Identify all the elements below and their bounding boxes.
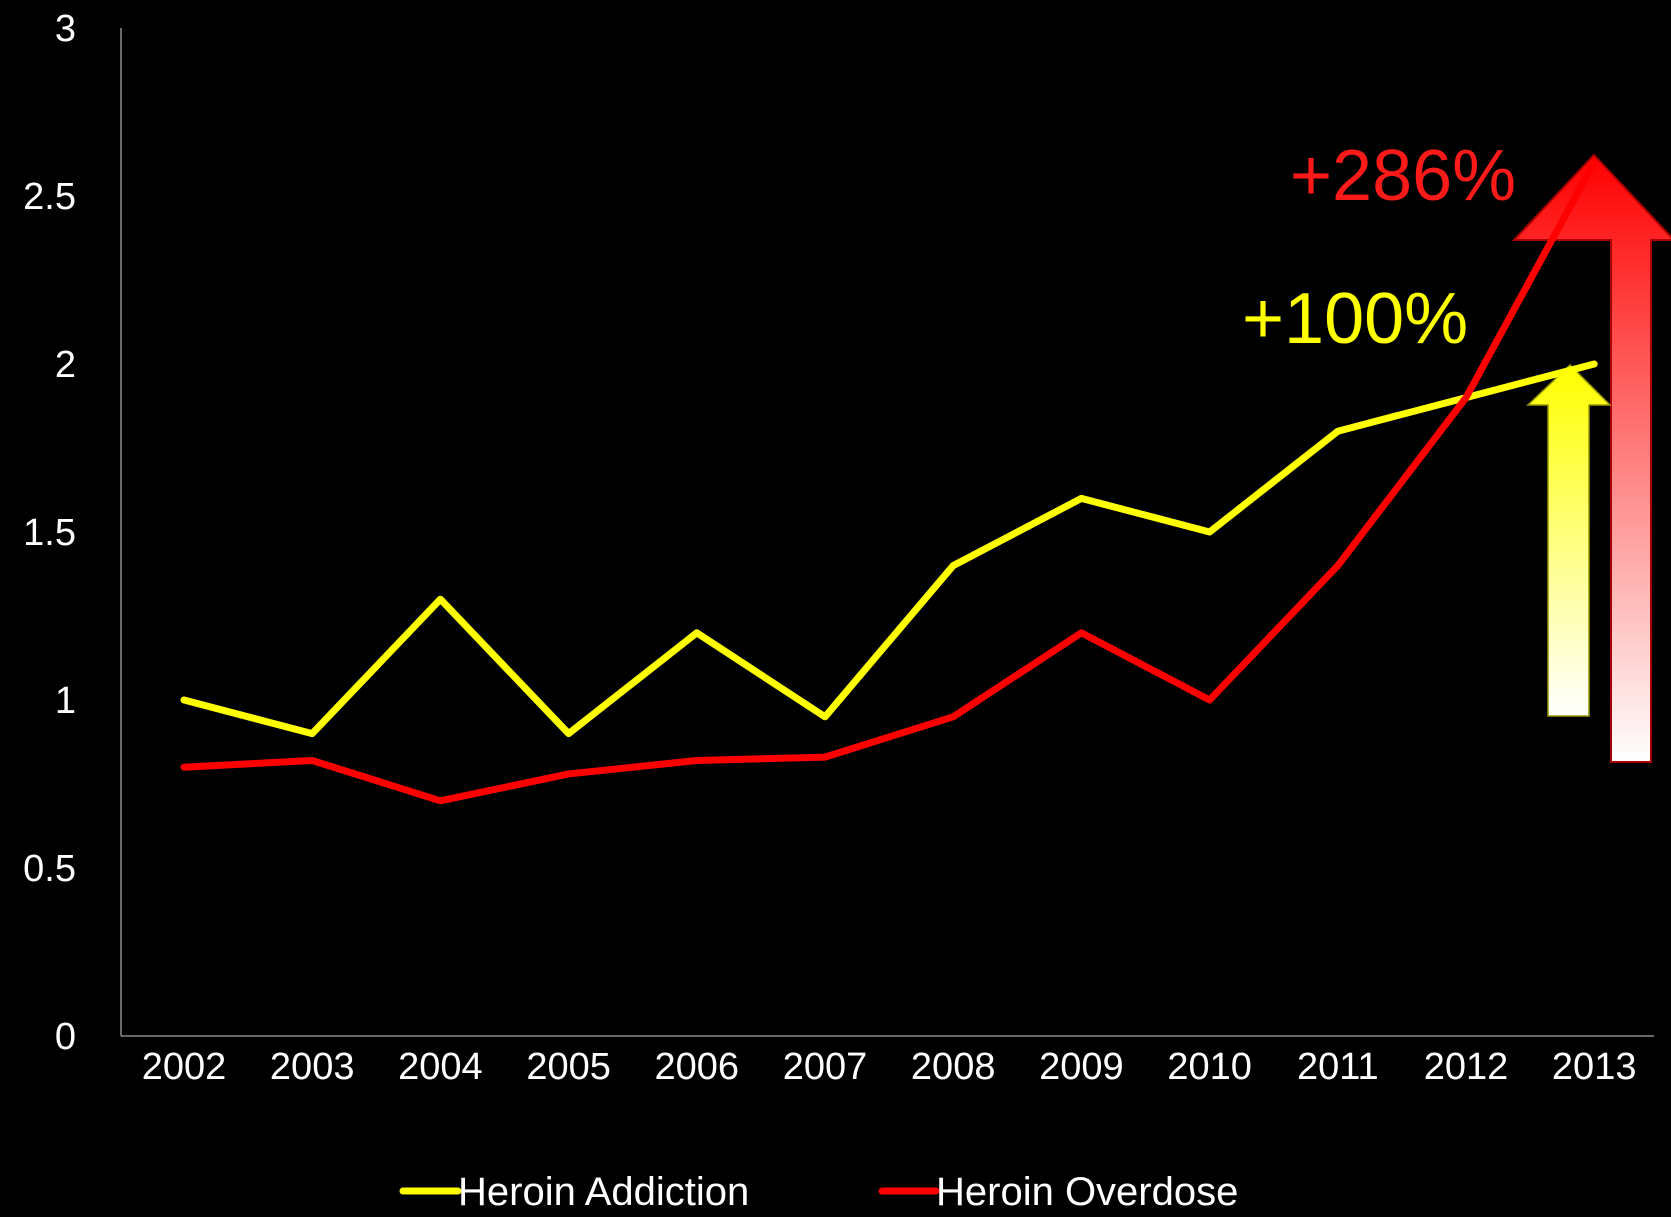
y-tick-label: 3 [55, 8, 76, 50]
x-tick-label: 2010 [1167, 1046, 1252, 1088]
legend-label-heroin-overdose: Heroin Overdose [936, 1170, 1238, 1214]
data-point-heroin-addiction [950, 562, 957, 569]
y-axis-ticks: 0 0.5 1 1.5 2 2.5 3 [23, 8, 76, 1058]
data-point-heroin-addiction [181, 697, 187, 703]
y-tick-label: 2.5 [23, 176, 76, 218]
addiction-change-annotation: +100% [1242, 279, 1468, 359]
series-lines [180, 158, 1598, 805]
data-point-heroin-overdose [565, 770, 572, 777]
data-point-heroin-overdose [1591, 159, 1598, 166]
y-tick-label: 1 [55, 680, 76, 722]
overdose-increase-arrow [1511, 153, 1671, 763]
x-tick-label: 2005 [526, 1046, 611, 1088]
x-tick-label: 2008 [911, 1046, 996, 1088]
x-tick-label: 2003 [270, 1046, 355, 1088]
data-point-heroin-overdose [1334, 562, 1341, 569]
y-tick-label: 1.5 [23, 512, 76, 554]
x-tick-label: 2007 [783, 1046, 868, 1088]
y-tick-label: 0.5 [23, 848, 76, 890]
data-point-heroin-overdose [693, 757, 700, 764]
data-point-heroin-addiction [693, 629, 700, 636]
x-tick-label: 2006 [655, 1046, 740, 1088]
x-tick-label: 2002 [142, 1046, 227, 1088]
data-point-heroin-overdose [1206, 697, 1213, 703]
data-point-heroin-addiction [822, 713, 828, 720]
y-tick-label: 2 [55, 344, 76, 386]
data-point-heroin-addiction [1334, 428, 1341, 435]
data-point-heroin-overdose [181, 764, 187, 771]
data-point-heroin-addiction [437, 596, 444, 603]
series-line-heroin-addiction [180, 360, 1598, 738]
data-point-heroin-overdose [437, 797, 444, 804]
data-point-heroin-overdose [1078, 629, 1085, 636]
data-point-heroin-overdose [309, 757, 316, 764]
overdose-change-annotation: +286% [1290, 136, 1516, 216]
data-point-heroin-overdose [1463, 394, 1469, 401]
x-axis-ticks: 2002 2003 2004 2005 2006 2007 2008 2009 2010 2011… [142, 1046, 1637, 1088]
x-tick-label: 2012 [1424, 1046, 1509, 1088]
x-tick-label: 2011 [1297, 1046, 1379, 1088]
series-line-heroin-overdose [180, 158, 1598, 805]
data-point-heroin-overdose [950, 713, 957, 720]
data-point-heroin-addiction [1206, 529, 1213, 535]
x-tick-label: 2004 [398, 1046, 483, 1088]
data-point-heroin-addiction [1078, 495, 1085, 502]
x-tick-label: 2009 [1039, 1046, 1124, 1088]
data-point-heroin-overdose [822, 754, 828, 761]
legend: Heroin Addiction Heroin Overdose [399, 1170, 1238, 1214]
data-point-heroin-addiction [1591, 361, 1598, 367]
data-point-heroin-addiction [309, 730, 316, 737]
x-tick-label: 2013 [1552, 1046, 1637, 1088]
data-point-heroin-addiction [565, 730, 572, 737]
addiction-increase-arrow [1526, 363, 1612, 717]
y-tick-label: 0 [55, 1016, 76, 1058]
legend-label-heroin-addiction: Heroin Addiction [458, 1170, 749, 1214]
